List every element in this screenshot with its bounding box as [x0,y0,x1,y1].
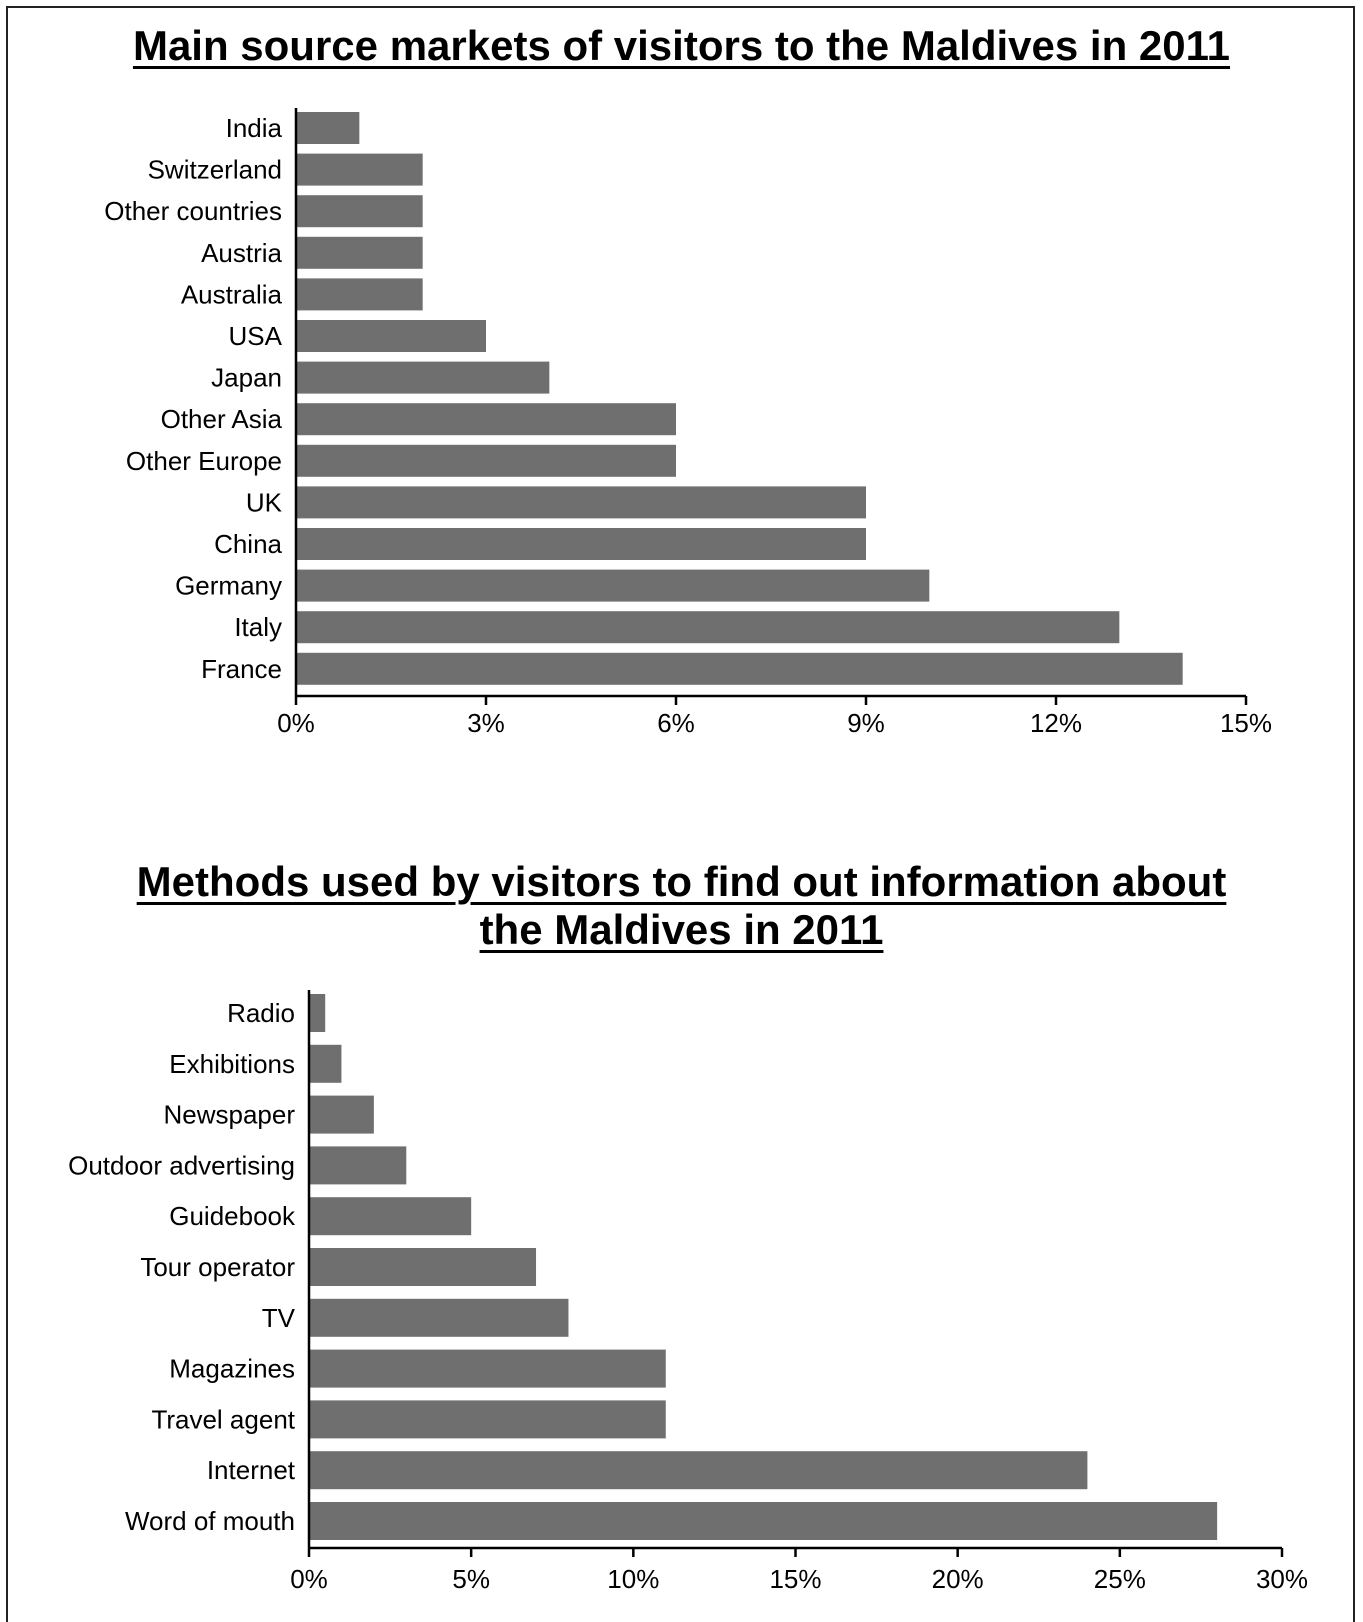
source-market-label-australia: Australia [181,279,283,309]
source-market-label-other-europe: Other Europe [126,446,282,476]
source-market-bar-china [296,528,866,560]
source-market-bar-usa [296,320,486,352]
source-markets-bar-chart: India Switzerland Other countries Austria Au… [104,108,1272,738]
source-market-label-uk: UK [246,487,283,517]
info-method-bar-magazines [309,1349,666,1388]
info-method-bar-word-of-mouth [309,1502,1218,1540]
source-market-tick-label: 0% [277,708,315,738]
info-method-label-magazines: Magazines [169,1354,295,1384]
source-market-label-italy: Italy [234,612,282,642]
info-method-label-word-of-mouth: Word of mouth [125,1506,295,1536]
source-market-label-france: France [201,654,282,684]
source-market-bar-germany [296,569,930,602]
info-method-bar-internet [309,1451,1088,1490]
source-market-tick-label: 9% [847,708,885,738]
info-method-bar-guidebook [309,1197,472,1236]
info-method-tick-label: 30% [1256,1564,1308,1594]
source-market-bar-italy [296,611,1120,644]
source-market-label-germany: Germany [175,571,282,601]
info-method-label-radio: Radio [227,998,295,1028]
info-method-tick-label: 0% [290,1564,328,1594]
source-market-label-austria: Austria [201,238,282,268]
info-method-label-guidebook: Guidebook [169,1201,296,1231]
info-method-label-internet: Internet [207,1455,296,1485]
source-market-bar-other-asia [296,403,676,436]
source-market-label-switzerland: Switzerland [148,155,282,185]
info-method-label-outdoor-advertising: Outdoor advertising [68,1150,295,1180]
source-market-bar-other-countries [296,195,423,228]
chart-frame [6,6,1355,1622]
info-method-bar-radio [309,994,326,1032]
info-method-bar-tour-operator [309,1248,537,1286]
chart-title-source-markets: Main source markets of visitors to the M… [132,22,1231,69]
source-market-label-usa: USA [229,321,283,351]
source-market-bar-austria [296,236,423,269]
info-method-tick-label: 15% [769,1564,821,1594]
source-market-bar-france [296,652,1183,685]
source-market-bar-other-europe [296,444,676,477]
chart-title-information-methods: Methods used by visitors to find out inf… [136,858,1227,953]
info-method-tick-label: 25% [1094,1564,1146,1594]
source-market-label-india: India [226,113,283,143]
source-market-bar-india [296,112,360,144]
info-method-label-newspaper: Newspaper [163,1100,295,1130]
source-market-bar-uk [296,486,866,519]
info-method-bar-exhibitions [309,1044,342,1083]
info-method-label-travel-agent: Travel agent [151,1404,295,1434]
info-method-label-exhibitions: Exhibitions [169,1049,295,1079]
info-method-tick-label: 5% [452,1564,490,1594]
source-market-bar-switzerland [296,153,423,186]
info-method-tick-label: 20% [932,1564,984,1594]
info-method-tick-label: 10% [607,1564,659,1594]
source-market-bar-japan [296,361,550,394]
source-market-label-other-countries: Other countries [104,196,282,226]
source-market-tick-label: 3% [467,708,505,738]
source-market-tick-label: 15% [1220,708,1272,738]
info-method-bar-tv [309,1298,569,1337]
source-market-tick-label: 12% [1030,708,1082,738]
info-method-bar-newspaper [309,1095,374,1134]
info-method-label-tour-operator: Tour operator [140,1252,295,1282]
source-market-label-japan: Japan [211,363,282,393]
source-market-tick-label: 6% [657,708,695,738]
source-market-label-china: China [214,529,282,559]
info-method-label-tv: TV [262,1303,296,1333]
info-method-bar-travel-agent [309,1400,666,1439]
source-market-bar-australia [296,278,423,311]
source-market-label-other-asia: Other Asia [161,404,283,434]
info-method-bar-outdoor-advertising [309,1146,407,1185]
